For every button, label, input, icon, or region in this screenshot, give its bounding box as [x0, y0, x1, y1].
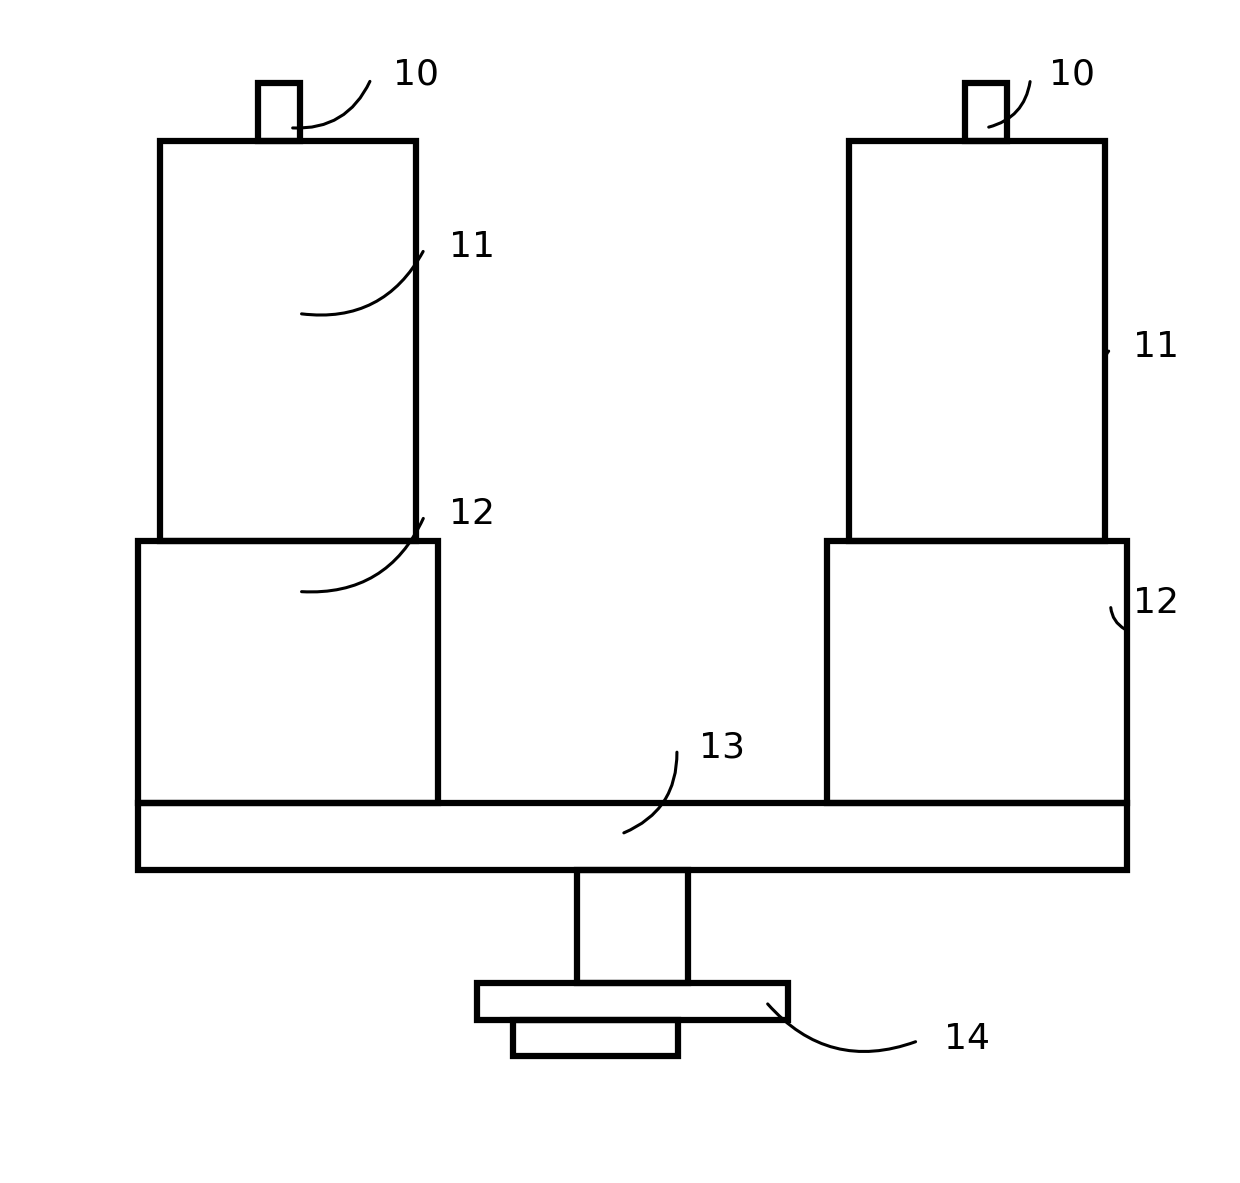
Bar: [849, 141, 1105, 542]
Text: 13: 13: [699, 730, 745, 764]
Text: 11: 11: [449, 230, 495, 264]
Bar: [138, 542, 438, 803]
Text: 12: 12: [449, 497, 495, 531]
Bar: [160, 141, 415, 542]
Text: 10: 10: [1049, 58, 1095, 91]
Bar: [476, 983, 789, 1020]
Text: 11: 11: [1133, 330, 1179, 364]
Bar: [965, 83, 1007, 141]
Bar: [577, 870, 688, 983]
Bar: [138, 803, 1127, 870]
Bar: [513, 1020, 678, 1056]
Text: 10: 10: [393, 58, 439, 91]
Text: 12: 12: [1133, 586, 1179, 620]
Text: 14: 14: [944, 1022, 990, 1055]
Bar: [258, 83, 300, 141]
Bar: [827, 542, 1127, 803]
